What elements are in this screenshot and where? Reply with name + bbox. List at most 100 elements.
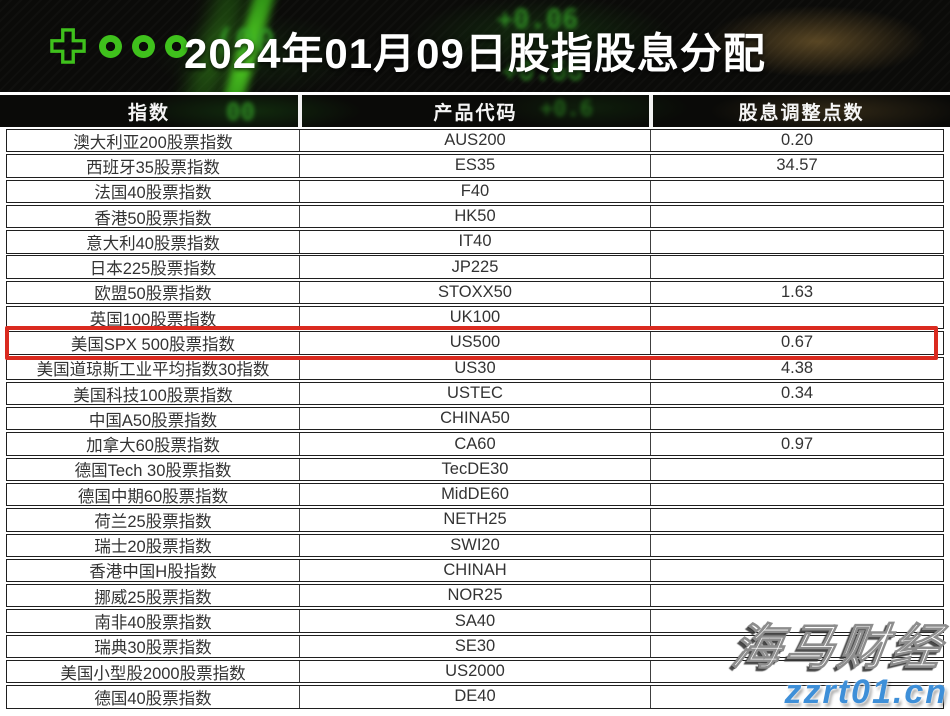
index-name-cell: 西班牙35股票指数 (86, 158, 220, 177)
dividend-adjustment-cell: 34.57 (650, 155, 943, 177)
index-name-cell: 德国Tech 30股票指数 (74, 462, 232, 481)
table-row: 法国40股票指数 F40 (6, 179, 944, 203)
table-row: 挪威25股票指数 NOR25 (6, 584, 944, 608)
dividend-adjustment-cell (650, 231, 943, 253)
watermark-brand: 海马财经 (728, 621, 949, 676)
product-code-cell: CHINAH (299, 559, 650, 582)
table-row: 西班牙35股票指数 ES35 34.57 (6, 154, 944, 178)
dividend-adjustment-cell: 1.63 (650, 281, 943, 304)
product-code-cell: TecDE30 (299, 458, 650, 481)
table-row: 德国中期60股票指数 MidDE60 (6, 482, 944, 507)
product-code-cell: CHINA50 (299, 408, 650, 430)
product-code-cell: JP225 (299, 256, 650, 278)
dividend-adjustment-cell (650, 180, 943, 202)
watermark-site: zzrt01.cn (784, 673, 948, 711)
page-title: 2024年01月09日股指股息分配 (184, 30, 766, 77)
table-row: 德国Tech 30股票指数 TecDE30 (6, 457, 944, 482)
index-name-cell: 美国道琼斯工业平均指数30指数 (36, 361, 270, 379)
dividend-adjustment-cell (650, 306, 943, 329)
index-name-cell: 香港50股票指数 (94, 209, 212, 228)
column-header-dividend-adjustment: 股息调整点数 (738, 102, 865, 124)
table-row: 欧盟50股票指数 STOXX50 1.63 (6, 280, 944, 305)
product-code-cell: AUS200 (299, 130, 650, 152)
table-body: 澳大利亚200股票指数 AUS200 0.20 西班牙35股票指数 ES35 34.57 法… (6, 129, 944, 709)
dividend-adjustment-cell (650, 559, 943, 582)
product-code-cell: NETH25 (299, 509, 650, 531)
dividend-adjustment-cell: 0.34 (650, 382, 943, 405)
ticker-digit: (00 (214, 22, 276, 62)
header-divider (649, 95, 653, 127)
ticker-digit: +0.6 (540, 97, 593, 122)
table-row: 瑞典30股票指数 SE30 (6, 634, 944, 659)
index-name-cell: 南非40股票指数 (94, 614, 212, 632)
ticker-digit: +0.06 (497, 4, 579, 35)
product-code-cell: STOXX50 (299, 281, 650, 304)
dividend-adjustment-cell: 4.38 (650, 357, 943, 379)
logo-dots (99, 34, 188, 58)
table-row: 南非40股票指数 SA40 (6, 609, 944, 633)
table-row: 美国道琼斯工业平均指数30指数 US30 4.38 (6, 356, 944, 380)
product-code-cell: DE40 (299, 686, 650, 708)
column-header-product-code: 产品代码 (433, 102, 518, 124)
index-name-cell: 美国小型股2000股票指数 (60, 664, 246, 683)
product-code-cell: US2000 (299, 660, 650, 683)
table-row: 美国小型股2000股票指数 US2000 (6, 659, 944, 684)
dividend-adjustment-cell (650, 205, 943, 228)
index-name-cell: 澳大利亚200股票指数 (73, 133, 233, 152)
table-row: 德国40股票指数 DE40 (6, 685, 944, 709)
dividend-adjustment-cell (650, 686, 943, 708)
product-code-cell: US30 (299, 357, 650, 379)
index-name-cell: 挪威25股票指数 (94, 588, 212, 607)
table-row: 瑞士20股票指数 SWI20 (6, 533, 944, 557)
table-row: 美国科技100股票指数 USTEC 0.34 (6, 381, 944, 406)
dividend-adjustment-cell (650, 483, 943, 506)
dividend-adjustment-cell (650, 509, 943, 531)
dividend-adjustment-cell: 0.20 (650, 130, 943, 152)
product-code-cell: ES35 (299, 155, 650, 177)
column-header-index: 指数 (127, 102, 170, 124)
dividend-adjustment-cell (650, 408, 943, 430)
table-row: 澳大利亚200股票指数 AUS200 0.20 (6, 129, 944, 153)
product-code-cell: IT40 (299, 231, 650, 253)
dividend-adjustment-cell (650, 610, 943, 632)
index-name-cell: 日本225股票指数 (89, 260, 217, 278)
dividend-adjustment-cell (650, 534, 943, 556)
table-row: 美国SPX 500股票指数 US500 0.67 (6, 331, 944, 355)
brand-logo (47, 25, 188, 67)
table-row: 荷兰25股票指数 NETH25 (6, 508, 944, 532)
table-header-row: 00 +0.6 指数 产品代码 股息调整点数 (0, 95, 950, 127)
product-code-cell: CA60 (299, 433, 650, 455)
product-code-cell: SE30 (299, 635, 650, 658)
logo-dot-icon (165, 34, 188, 58)
table-row: 加拿大60股票指数 CA60 0.97 (6, 432, 944, 456)
product-code-cell: UK100 (299, 306, 650, 329)
product-code-cell: US500 (299, 332, 650, 354)
logo-dot-icon (99, 34, 122, 58)
plus-icon (50, 28, 86, 64)
index-name-cell: 美国科技100股票指数 (73, 386, 233, 405)
dividend-adjustment-cell (650, 256, 943, 278)
table-row: 日本225股票指数 JP225 (6, 255, 944, 279)
dividend-adjustment-cell (650, 635, 943, 658)
index-name-cell: 德国40股票指数 (94, 689, 212, 708)
dividend-adjustment-cell (650, 660, 943, 683)
product-code-cell: HK50 (299, 205, 650, 228)
index-name-cell: 欧盟50股票指数 (94, 285, 212, 304)
banner: +0.06 +0.66 (00 2024年01月09日股指股息分配 (0, 0, 950, 92)
index-name-cell: 瑞典30股票指数 (94, 639, 212, 658)
dividend-adjustment-cell: 0.67 (650, 332, 943, 354)
product-code-cell: F40 (299, 180, 650, 202)
product-code-cell: SWI20 (299, 534, 650, 556)
dividend-adjustment-cell: 0.97 (650, 433, 943, 455)
table-row: 英国100股票指数 UK100 (6, 305, 944, 330)
index-name-cell: 中国A50股票指数 (88, 411, 218, 430)
index-name-cell: 荷兰25股票指数 (94, 512, 212, 531)
index-name-cell: 加拿大60股票指数 (86, 437, 220, 455)
ticker-digit: +0.66 (502, 56, 584, 87)
product-code-cell: MidDE60 (299, 483, 650, 506)
dividend-adjustment-cell (650, 458, 943, 481)
index-name-cell: 法国40股票指数 (94, 184, 212, 202)
product-code-cell: USTEC (299, 382, 650, 405)
product-code-cell: SA40 (299, 610, 650, 632)
